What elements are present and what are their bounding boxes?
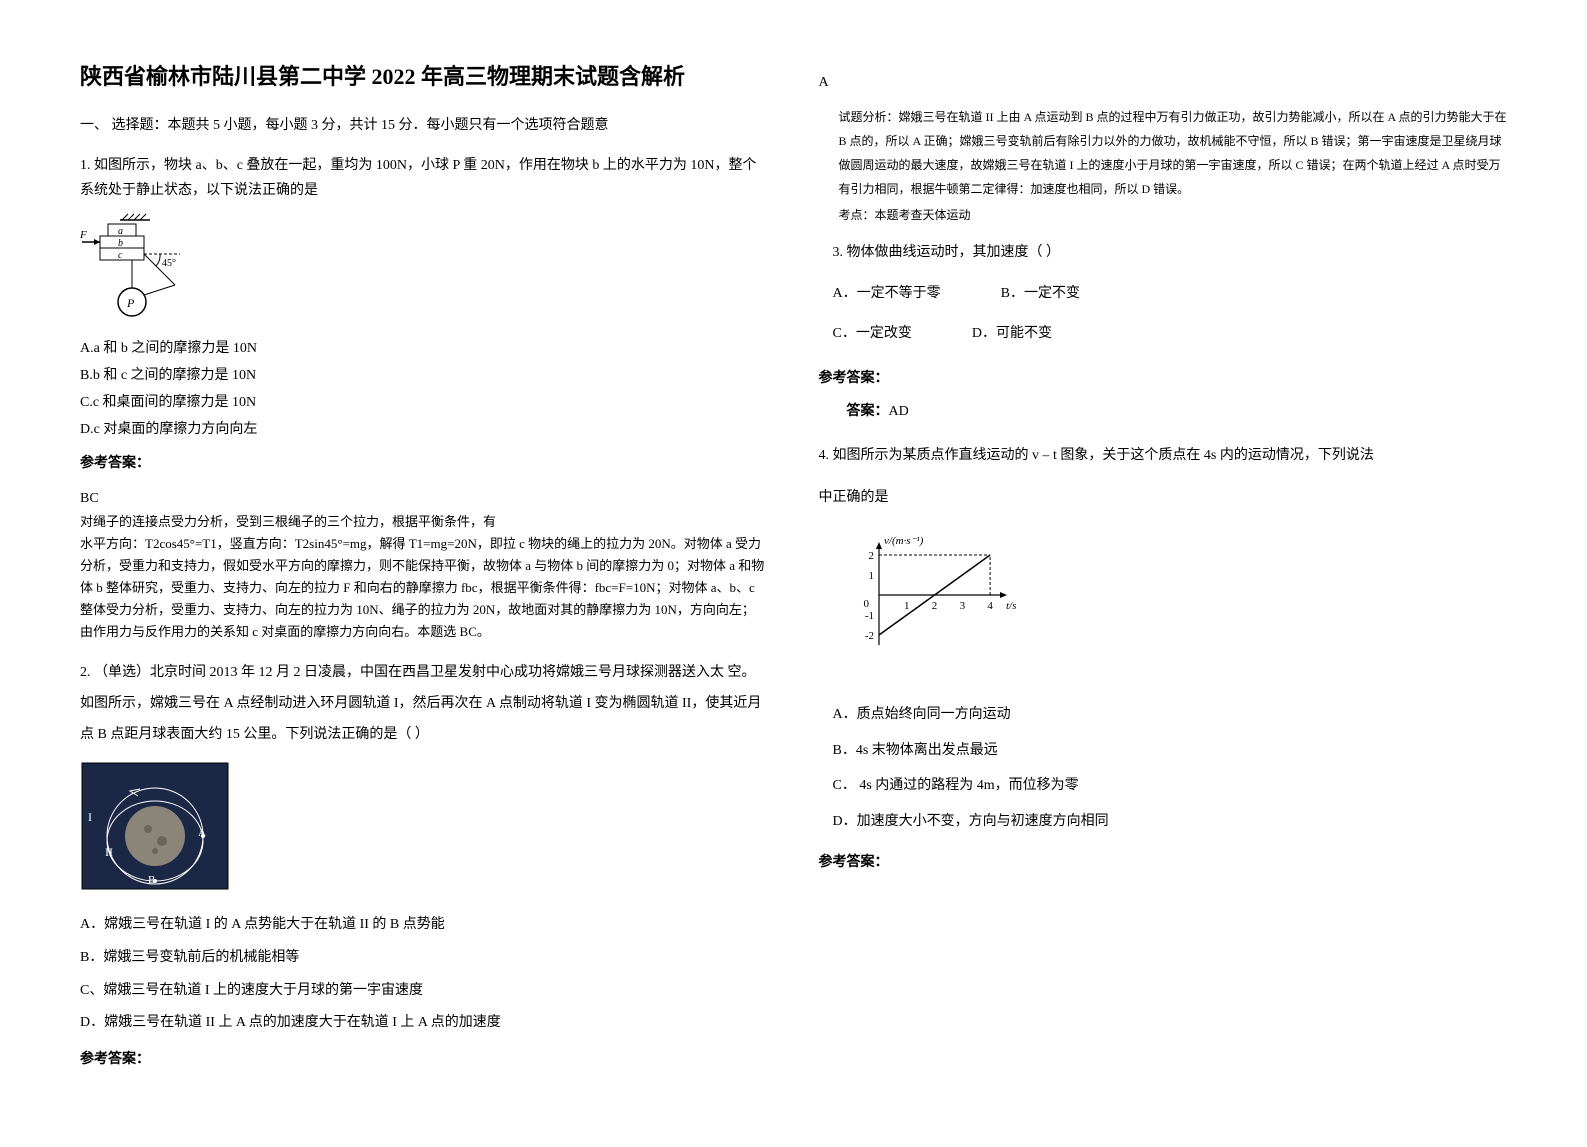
svg-text:I: I — [88, 810, 92, 824]
q4-opt-d: D．加速度大小不变，方向与初速度方向相同 — [819, 805, 1508, 839]
q3-opt-b: B．一定不变 — [1001, 281, 1080, 306]
q1-opt-b: B.b 和 c 之间的摩擦力是 10N — [80, 363, 769, 388]
q3-opt-c: C．一定改变 — [833, 321, 912, 346]
q1-explanation: 对绳子的连接点受力分析，受到三根绳子的三个拉力，根据平衡条件，有 水平方向：T2… — [80, 511, 769, 644]
q3-text: 3. 物体做曲线运动时，其加速度（ ） — [819, 240, 1508, 265]
q4-opt-b: B．4s 末物体离出发点最远 — [819, 734, 1508, 768]
q2-answer-label: 参考答案： — [80, 1047, 769, 1072]
right-column: A 试题分析：嫦娥三号在轨道 II 上由 A 点运动到 B 点的过程中万有引力做… — [819, 60, 1508, 1087]
q1-options: A.a 和 b 之间的摩擦力是 10N B.b 和 c 之间的摩擦力是 10N … — [80, 336, 769, 443]
svg-text:t/s: t/s — [1006, 600, 1016, 612]
question-3: 3. 物体做曲线运动时，其加速度（ ） A．一定不等于零 B．一定不变 C．一定… — [819, 240, 1508, 424]
svg-text:F: F — [80, 229, 87, 241]
q2-opt-a: A．嫦娥三号在轨道 I 的 A 点势能大于在轨道 II 的 B 点势能 — [80, 910, 769, 941]
document-title: 陕西省榆林市陆川县第二中学 2022 年高三物理期末试题含解析 — [80, 60, 769, 93]
svg-text:1: 1 — [868, 570, 874, 582]
q4-opt-a: A．质点始终向同一方向运动 — [819, 698, 1508, 732]
q2-opt-d: D．嫦娥三号在轨道 II 上 A 点的加速度大于在轨道 I 上 A 点的加速度 — [80, 1008, 769, 1039]
q2-opt-c: C、嫦娥三号在轨道 I 上的速度大于月球的第一宇宙速度 — [80, 976, 769, 1007]
q3-row1: A．一定不等于零 B．一定不变 — [833, 281, 1508, 306]
q2-answer: A — [819, 70, 1508, 95]
svg-text:4: 4 — [987, 600, 993, 612]
q4-chart: -2 -1 1 2 0 1 2 3 4 v/(m·s⁻¹) t/s — [849, 530, 1508, 684]
svg-text:P: P — [126, 296, 135, 310]
svg-text:-1: -1 — [864, 610, 873, 622]
q1-answer: BC — [80, 486, 769, 511]
svg-text:-2: -2 — [864, 630, 873, 642]
question-4: 4. 如图所示为某质点作直线运动的 v – t 图象，关于这个质点在 4s 内的… — [819, 439, 1508, 880]
q4-options: A．质点始终向同一方向运动 B．4s 末物体离出发点最远 C． 4s 内通过的路… — [819, 698, 1508, 838]
svg-text:v/(m·s⁻¹): v/(m·s⁻¹) — [884, 535, 924, 547]
q2-diagram: I II A B — [80, 761, 769, 900]
svg-text:45°: 45° — [162, 258, 176, 269]
q4-opt-c: C． 4s 内通过的路程为 4m，而位移为零 — [819, 769, 1508, 803]
q1-opt-a: A.a 和 b 之间的摩擦力是 10N — [80, 336, 769, 361]
svg-text:0: 0 — [863, 598, 869, 610]
q1-answer-label: 参考答案： — [80, 451, 769, 476]
svg-text:a: a — [118, 226, 123, 237]
q3-opt-d: D．可能不变 — [972, 321, 1052, 346]
svg-text:b: b — [118, 238, 123, 249]
svg-text:c: c — [118, 250, 123, 261]
q4-text2: 中正确的是 — [819, 481, 1508, 515]
svg-text:2: 2 — [931, 600, 937, 612]
q1-diagram: a b c F 45° P — [80, 212, 769, 331]
q1-opt-c: C.c 和桌面间的摩擦力是 10N — [80, 390, 769, 415]
question-1: 1. 如图所示，物块 a、b、c 叠放在一起，重均为 100N，小球 P 重 2… — [80, 153, 769, 643]
q3-answer-label: 参考答案： — [819, 366, 1508, 391]
q3-row2: C．一定改变 D．可能不变 — [833, 321, 1508, 346]
q2-text: 2. （单选）北京时间 2013 年 12 月 2 日凌晨，中国在西昌卫星发射中… — [80, 658, 769, 750]
q1-opt-d: D.c 对桌面的摩擦力方向向左 — [80, 417, 769, 442]
left-column: 陕西省榆林市陆川县第二中学 2022 年高三物理期末试题含解析 一、 选择题：本… — [80, 60, 769, 1087]
q2-options: A．嫦娥三号在轨道 I 的 A 点势能大于在轨道 II 的 B 点势能 B．嫦娥… — [80, 910, 769, 1039]
svg-text:1: 1 — [904, 600, 910, 612]
question-2: 2. （单选）北京时间 2013 年 12 月 2 日凌晨，中国在西昌卫星发射中… — [80, 658, 769, 1072]
q2-opt-b: B．嫦娥三号变轨前后的机械能相等 — [80, 943, 769, 974]
svg-text:3: 3 — [959, 600, 965, 612]
q4-answer-label: 参考答案： — [819, 846, 1508, 880]
q2-analysis: 试题分析：嫦娥三号在轨道 II 上由 A 点运动到 B 点的过程中万有引力做正功… — [839, 105, 1508, 201]
q3-opt-a: A．一定不等于零 — [833, 281, 941, 306]
svg-text:2: 2 — [868, 550, 874, 562]
svg-text:II: II — [105, 845, 113, 859]
q1-text: 1. 如图所示，物块 a、b、c 叠放在一起，重均为 100N，小球 P 重 2… — [80, 153, 769, 203]
q3-answer: 答案：AD — [819, 399, 1508, 424]
q4-text: 4. 如图所示为某质点作直线运动的 v – t 图象，关于这个质点在 4s 内的… — [819, 439, 1508, 473]
q2-testpoint: 考点：本题考查天体运动 — [839, 206, 1508, 225]
section-heading: 一、 选择题：本题共 5 小题，每小题 3 分，共计 15 分．每小题只有一个选… — [80, 113, 769, 138]
